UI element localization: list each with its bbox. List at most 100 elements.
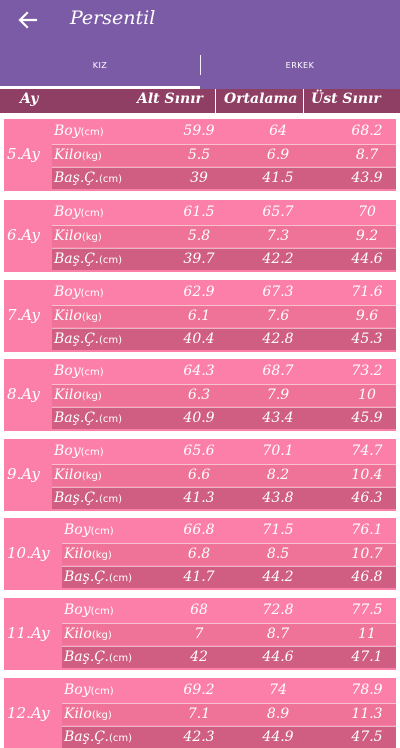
measure-label: Baş.Ç.(cm) — [54, 331, 122, 347]
tab-selected-indicator — [0, 86, 200, 89]
measure-label: Boy(cm) — [54, 123, 104, 139]
app-bar: Persentil — [0, 0, 400, 41]
month-block: 12.Ay Boy(cm) 69.2 74 78.9 Kilo(kg) 7.1 … — [4, 678, 396, 748]
measure-label: Boy(cm) — [54, 363, 104, 379]
measure-label: Baş.Ç.(cm) — [64, 729, 132, 745]
measure-row-boy: Boy(cm) 61.5 65.7 70 — [52, 202, 396, 224]
value-avg: 64 — [269, 123, 287, 139]
value-max: 10.4 — [351, 467, 383, 483]
value-max: 9.6 — [355, 308, 379, 324]
measure-row-kilo: Kilo(kg) 5.8 7.3 9.2 — [52, 225, 396, 247]
measure-row-kilo: Kilo(kg) 7.1 8.9 11.3 — [62, 703, 396, 725]
measure-label: Boy(cm) — [54, 443, 104, 459]
page-title: Persentil — [70, 7, 156, 29]
value-avg: 7.3 — [266, 228, 290, 244]
value-min: 65.6 — [183, 443, 215, 459]
value-max: 68.2 — [351, 123, 383, 139]
value-max: 73.2 — [351, 363, 383, 379]
value-avg: 70.1 — [262, 443, 294, 459]
value-max: 43.9 — [351, 170, 383, 186]
measure-label: Kilo(kg) — [54, 387, 102, 403]
arrow-left-icon — [18, 11, 38, 29]
tab-divider — [200, 55, 201, 75]
header-separator — [215, 89, 216, 113]
value-avg: 65.7 — [262, 204, 294, 220]
month-block: 10.Ay Boy(cm) 66.8 71.5 76.1 Kilo(kg) 6.… — [4, 518, 396, 590]
tab-kiz[interactable]: KIZ — [92, 60, 108, 70]
value-max: 77.5 — [351, 602, 383, 618]
measure-label: Baş.Ç.(cm) — [54, 490, 122, 506]
month-label: 6.Ay — [7, 226, 41, 244]
header-month: Ay — [20, 91, 39, 107]
value-min: 64.3 — [183, 363, 215, 379]
value-min: 68 — [190, 602, 208, 618]
measure-label: Kilo(kg) — [54, 147, 102, 163]
value-avg: 8.2 — [266, 467, 290, 483]
value-avg: 7.9 — [266, 387, 290, 403]
value-min: 6.1 — [187, 308, 211, 324]
header-separator — [303, 89, 304, 113]
value-avg: 44.9 — [262, 729, 294, 745]
measure-label: Baş.Ç.(cm) — [54, 410, 122, 426]
header-min: Alt Sınır — [137, 91, 203, 107]
month-label: 9.Ay — [7, 465, 41, 483]
value-min: 42.3 — [183, 729, 215, 745]
measure-label: Kilo(kg) — [54, 467, 102, 483]
value-max: 45.9 — [351, 410, 383, 426]
back-button[interactable] — [14, 6, 42, 34]
value-min: 39.7 — [183, 251, 215, 267]
value-max: 76.1 — [351, 522, 383, 538]
header-avg: Ortalama — [224, 91, 298, 107]
value-avg: 43.4 — [262, 410, 294, 426]
measure-label: Boy(cm) — [54, 284, 104, 300]
column-header: Ay Alt Sınır Ortalama Üst Sınır — [0, 89, 400, 113]
value-min: 39 — [190, 170, 208, 186]
measure-row-kilo: Kilo(kg) 5.5 6.9 8.7 — [52, 144, 396, 166]
measure-row-kilo: Kilo(kg) 7 8.7 11 — [62, 623, 396, 645]
value-max: 44.6 — [351, 251, 383, 267]
value-max: 11.3 — [351, 706, 383, 722]
value-avg: 44.2 — [262, 569, 294, 585]
measure-label: Baş.Ç.(cm) — [54, 251, 122, 267]
measure-row-kilo: Kilo(kg) 6.8 8.5 10.7 — [62, 543, 396, 565]
value-avg: 74 — [269, 682, 287, 698]
measure-label: Kilo(kg) — [54, 308, 102, 324]
measure-row-bas: Baş.Ç.(cm) 41.3 43.8 46.3 — [52, 487, 396, 509]
value-min: 6.3 — [187, 387, 211, 403]
value-min: 59.9 — [183, 123, 215, 139]
value-max: 47.1 — [351, 649, 383, 665]
measure-row-bas: Baş.Ç.(cm) 42 44.6 47.1 — [62, 646, 396, 668]
measure-row-boy: Boy(cm) 69.2 74 78.9 — [62, 680, 396, 702]
value-avg: 67.3 — [262, 284, 294, 300]
value-avg: 8.5 — [266, 546, 290, 562]
value-avg: 8.9 — [266, 706, 290, 722]
month-block: 6.Ay Boy(cm) 61.5 65.7 70 Kilo(kg) 5.8 7… — [4, 200, 396, 272]
value-max: 47.5 — [351, 729, 383, 745]
measure-row-bas: Baş.Ç.(cm) 42.3 44.9 47.5 — [62, 726, 396, 748]
value-max: 11 — [358, 626, 376, 642]
value-min: 42 — [190, 649, 208, 665]
month-label: 7.Ay — [7, 306, 41, 324]
measure-row-boy: Boy(cm) 65.6 70.1 74.7 — [52, 441, 396, 463]
header-max: Üst Sınır — [311, 91, 381, 107]
value-min: 66.8 — [183, 522, 215, 538]
value-min: 7.1 — [187, 706, 211, 722]
value-avg: 71.5 — [262, 522, 294, 538]
value-avg: 68.7 — [262, 363, 294, 379]
measure-row-boy: Boy(cm) 66.8 71.5 76.1 — [62, 520, 396, 542]
value-max: 8.7 — [355, 147, 379, 163]
value-avg: 44.6 — [262, 649, 294, 665]
measure-row-kilo: Kilo(kg) 6.1 7.6 9.6 — [52, 305, 396, 327]
value-min: 40.4 — [183, 331, 215, 347]
measure-label: Boy(cm) — [64, 522, 114, 538]
value-max: 45.3 — [351, 331, 383, 347]
value-max: 70 — [358, 204, 376, 220]
value-min: 69.2 — [183, 682, 215, 698]
value-min: 41.7 — [183, 569, 215, 585]
value-avg: 72.8 — [262, 602, 294, 618]
value-avg: 43.8 — [262, 490, 294, 506]
month-block: 5.Ay Boy(cm) 59.9 64 68.2 Kilo(kg) 5.5 6… — [4, 119, 396, 191]
value-max: 46.3 — [351, 490, 383, 506]
tab-erkek[interactable]: ERKEK — [285, 60, 315, 70]
value-min: 40.9 — [183, 410, 215, 426]
